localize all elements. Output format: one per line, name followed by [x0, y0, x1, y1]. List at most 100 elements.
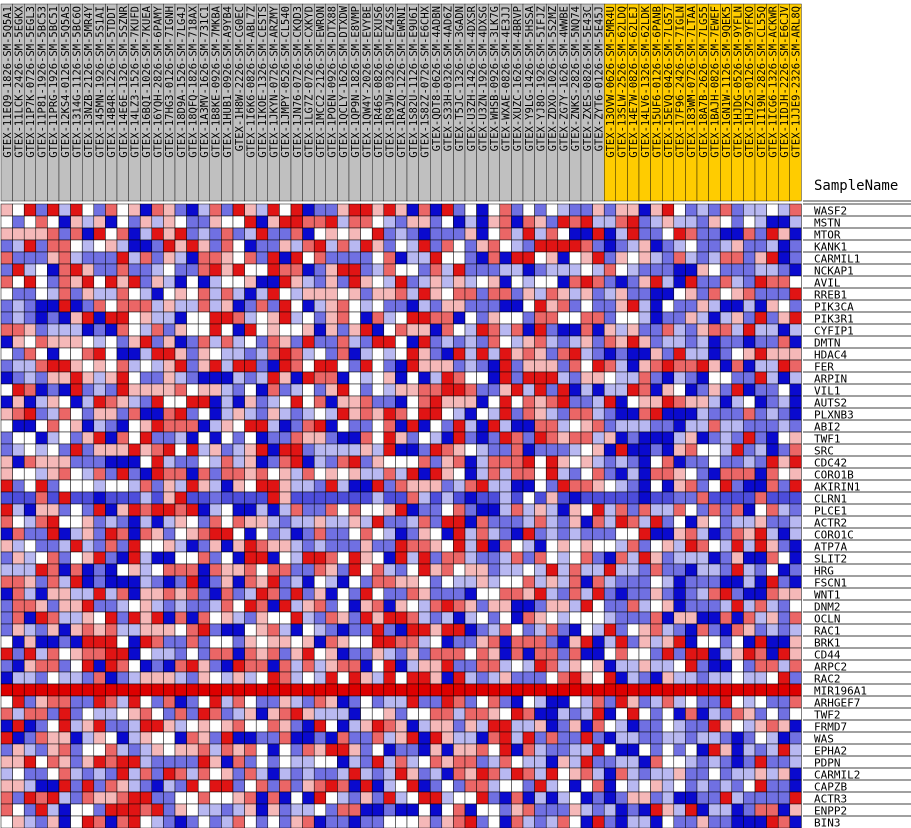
- heatmap-cell: [487, 251, 501, 265]
- heatmap-cell: [719, 263, 733, 277]
- heatmap-cell: [163, 371, 176, 385]
- heatmap-cell: [441, 695, 454, 709]
- heatmap-cell: [255, 527, 269, 541]
- heatmap-cell: [592, 599, 605, 613]
- heatmap-cell: [325, 791, 338, 805]
- heatmap-cell: [476, 527, 489, 541]
- heatmap-cell: [453, 479, 466, 493]
- heatmap-cell: [139, 383, 153, 397]
- heatmap-cell: [348, 419, 361, 433]
- heatmap-cell: [151, 635, 164, 649]
- heatmap-cell: [47, 287, 60, 301]
- heatmap-cell: [545, 335, 559, 349]
- heatmap-cell: [708, 263, 721, 277]
- heatmap-cell: [603, 251, 617, 265]
- heatmap-cell: [453, 323, 466, 337]
- heatmap-cell: [151, 251, 164, 265]
- heatmap-cell: [743, 551, 756, 565]
- heatmap-cell: [557, 251, 570, 265]
- heatmap-cell: [337, 251, 350, 265]
- heatmap-cell: [638, 743, 651, 757]
- heatmap-cell: [58, 491, 71, 505]
- heatmap-cell: [290, 683, 303, 697]
- heatmap-cell: [487, 791, 501, 805]
- heatmap-cell: [290, 719, 303, 733]
- heatmap-cell: [290, 623, 303, 637]
- heatmap-cell: [267, 611, 280, 625]
- heatmap-cell: [511, 323, 524, 337]
- heatmap-cell: [151, 407, 164, 421]
- heatmap-cell: [163, 695, 176, 709]
- heatmap-cell: [163, 419, 176, 433]
- heatmap-cell: [476, 263, 489, 277]
- heatmap-cell: [70, 299, 83, 313]
- heatmap-cell: [383, 599, 396, 613]
- heatmap-cell: [661, 359, 675, 373]
- heatmap-cell: [371, 539, 385, 553]
- heatmap-cell: [731, 419, 744, 433]
- heatmap-cell: [719, 455, 733, 469]
- heatmap-cell: [128, 731, 141, 745]
- heatmap-cell: [476, 419, 489, 433]
- heatmap-cell: [337, 275, 350, 289]
- heatmap-cell: [603, 803, 617, 817]
- heatmap-cell: [464, 275, 477, 289]
- heatmap-cell: [383, 371, 396, 385]
- heatmap-cell: [557, 815, 570, 828]
- heatmap-cell: [603, 359, 617, 373]
- heatmap-cell: [627, 383, 640, 397]
- heatmap-cell: [151, 731, 164, 745]
- heatmap-cell: [232, 503, 245, 517]
- heatmap-cell: [70, 395, 83, 409]
- heatmap-cell: [267, 227, 280, 241]
- heatmap-cell: [313, 479, 327, 493]
- heatmap-cell: [650, 383, 663, 397]
- heatmap-cell: [267, 431, 280, 445]
- heatmap-cell: [557, 731, 570, 745]
- heatmap-cell: [615, 431, 628, 445]
- heatmap-cell: [661, 767, 675, 781]
- heatmap-cell: [580, 719, 593, 733]
- heatmap-cell: [267, 359, 280, 373]
- heatmap-cell: [650, 611, 663, 625]
- heatmap-cell: [47, 263, 60, 277]
- heatmap-cell: [23, 359, 37, 373]
- heatmap-cell: [743, 731, 756, 745]
- heatmap-cell: [244, 215, 257, 229]
- heatmap-cell: [627, 443, 640, 457]
- heatmap-cell: [650, 755, 663, 769]
- heatmap-cell: [615, 503, 628, 517]
- heatmap-cell: [615, 767, 628, 781]
- heatmap-cell: [719, 227, 733, 241]
- heatmap-cell: [348, 335, 361, 349]
- heatmap-cell: [743, 743, 756, 757]
- heatmap-cell: [743, 803, 756, 817]
- heatmap-cell: [58, 791, 71, 805]
- heatmap-cell: [766, 779, 779, 793]
- heatmap-cell: [777, 359, 791, 373]
- heatmap-cell: [0, 587, 13, 601]
- heatmap-cell: [70, 251, 83, 265]
- heatmap-cell: [70, 455, 83, 469]
- heatmap-cell: [592, 515, 605, 529]
- heatmap-cell: [313, 647, 327, 661]
- heatmap-cell: [139, 551, 153, 565]
- heatmap-cell: [557, 575, 570, 589]
- heatmap-cell: [487, 491, 501, 505]
- heatmap-cell: [0, 503, 13, 517]
- heatmap-cell: [267, 395, 280, 409]
- heatmap-cell: [661, 239, 675, 253]
- heatmap-cell: [209, 383, 222, 397]
- heatmap-cell: [441, 815, 454, 828]
- heatmap-cell: [534, 359, 547, 373]
- heatmap-cell: [708, 227, 721, 241]
- heatmap-cell: [244, 635, 257, 649]
- heatmap-cell: [766, 551, 779, 565]
- heatmap-cell: [279, 395, 292, 409]
- heatmap-cell: [557, 431, 570, 445]
- heatmap-cell: [754, 587, 767, 601]
- heatmap-cell: [383, 515, 396, 529]
- heatmap-cell: [267, 623, 280, 637]
- heatmap-cell: [429, 311, 443, 325]
- heatmap-cell: [12, 431, 25, 445]
